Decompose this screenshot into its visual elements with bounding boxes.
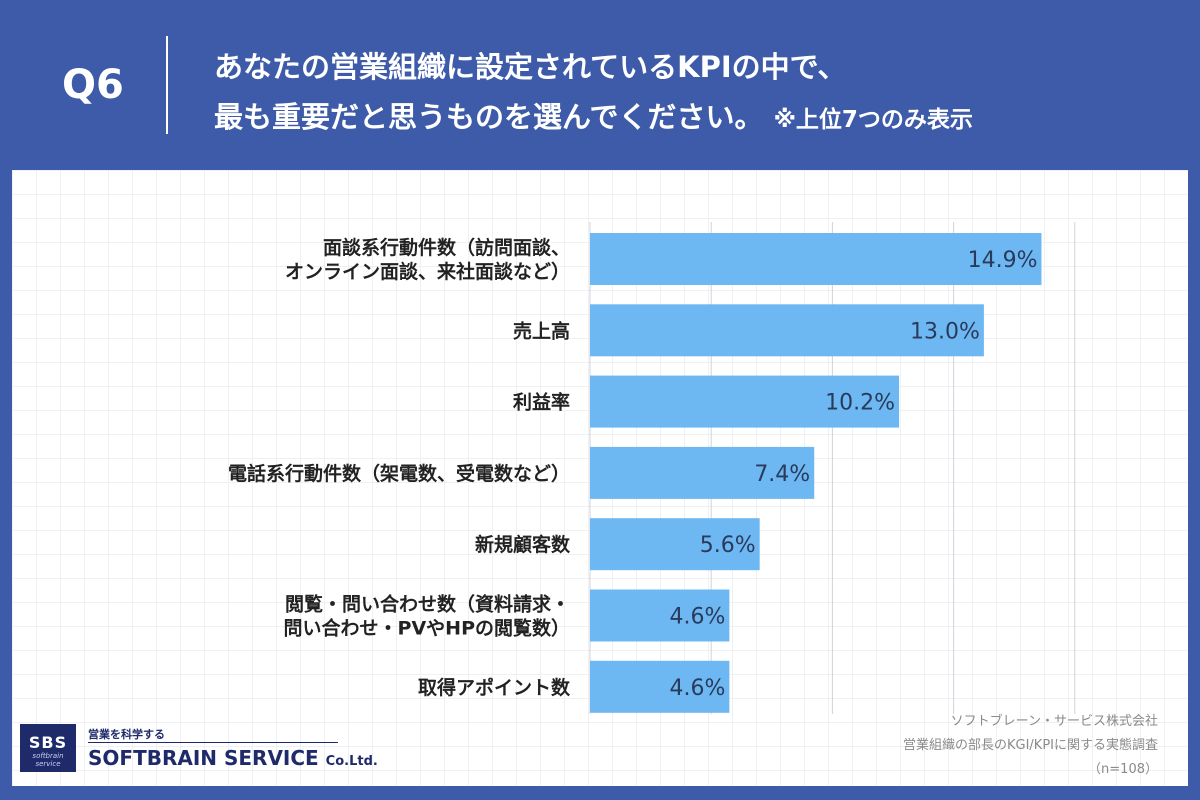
value-label-3: 7.4% bbox=[754, 462, 810, 487]
bar-5 bbox=[590, 589, 730, 642]
category-label-5-line-1: 問い合わせ・PVやHPの閲覧数） bbox=[284, 617, 570, 640]
logo-name-text: SOFTBRAIN SERVICE bbox=[88, 746, 319, 770]
header-divider bbox=[166, 36, 168, 134]
source-survey: 営業組織の部長のKGI/KPIに関する実態調査 bbox=[902, 738, 1158, 753]
category-label-3-line-0: 電話系行動件数（架電数、受電数など） bbox=[228, 462, 570, 485]
category-label-5-line-0: 閲覧・問い合わせ数（資料請求・ bbox=[285, 593, 570, 616]
category-label-1-line-0: 売上高 bbox=[513, 319, 570, 342]
category-label-1: 売上高 bbox=[513, 319, 570, 342]
source-company: ソフトブレーン・サービス株式会社 bbox=[950, 714, 1158, 729]
sample-size: （n=108） bbox=[1088, 762, 1158, 777]
logo-catchphrase: 営業を科学する bbox=[88, 728, 165, 741]
bar-4 bbox=[590, 518, 760, 571]
category-label-5: 閲覧・問い合わせ数（資料請求・問い合わせ・PVやHPの閲覧数） bbox=[284, 593, 570, 640]
question-number: Q6 bbox=[62, 62, 124, 108]
category-label-0-line-1: オンライン面談、来社面談など） bbox=[285, 260, 570, 283]
bar-6 bbox=[590, 660, 730, 713]
value-label-0: 14.9% bbox=[968, 248, 1038, 273]
category-label-0-line-0: 面談系行動件数（訪問面談、 bbox=[323, 236, 570, 259]
category-label-6-line-0: 取得アポイント数 bbox=[418, 676, 571, 699]
company-logo: SBS softbrain service bbox=[20, 724, 76, 772]
chart-bars bbox=[590, 233, 1042, 713]
question-title-line1: あなたの営業組織に設定されているKPIの中で、 bbox=[214, 50, 847, 84]
chart-panel: 14.9% 面談系行動件数（訪問面談、オンライン面談、来社面談など） 13.0% 売上… bbox=[12, 170, 1188, 786]
bar-1 bbox=[590, 304, 984, 357]
category-label-0: 面談系行動件数（訪問面談、オンライン面談、来社面談など） bbox=[285, 236, 570, 283]
bar-3 bbox=[590, 446, 815, 499]
value-label-6: 4.6% bbox=[669, 676, 725, 701]
value-label-4: 5.6% bbox=[700, 533, 756, 558]
logo-company-name: SOFTBRAIN SERVICE Co.Ltd. bbox=[88, 746, 378, 770]
category-label-4-line-0: 新規顧客数 bbox=[475, 533, 571, 556]
question-title-line2-text: 最も重要だと思うものを選んでください。 bbox=[214, 100, 764, 134]
logo-abbreviation: SBS bbox=[28, 733, 68, 752]
logo-tagline: softbrain service bbox=[32, 752, 64, 768]
header: Q6 あなたの営業組織に設定されているKPIの中で、 最も重要だと思うものを選ん… bbox=[0, 0, 1200, 168]
bar-2 bbox=[590, 375, 900, 428]
category-label-4: 新規顧客数 bbox=[475, 533, 571, 556]
category-label-2: 利益率 bbox=[513, 391, 570, 414]
chart-labels: 14.9% 面談系行動件数（訪問面談、オンライン面談、来社面談など） 13.0% 売上… bbox=[228, 236, 1037, 701]
category-label-3: 電話系行動件数（架電数、受電数など） bbox=[228, 462, 570, 485]
question-title-line2: 最も重要だと思うものを選んでください。 ※上位7つのみ表示 bbox=[214, 94, 973, 136]
value-label-1: 13.0% bbox=[910, 319, 980, 344]
bar-chart: 14.9% 面談系行動件数（訪問面談、オンライン面談、来社面談など） 13.0% 売上… bbox=[228, 222, 1076, 714]
category-label-2-line-0: 利益率 bbox=[513, 391, 570, 414]
value-label-2: 10.2% bbox=[825, 391, 895, 416]
question-title-note: ※上位7つのみ表示 bbox=[773, 107, 973, 133]
category-label-6: 取得アポイント数 bbox=[418, 676, 571, 699]
value-label-5: 4.6% bbox=[669, 605, 725, 630]
bar-0 bbox=[590, 233, 1042, 285]
logo-suffix: Co.Ltd. bbox=[325, 754, 378, 769]
logo-underline bbox=[88, 742, 338, 743]
